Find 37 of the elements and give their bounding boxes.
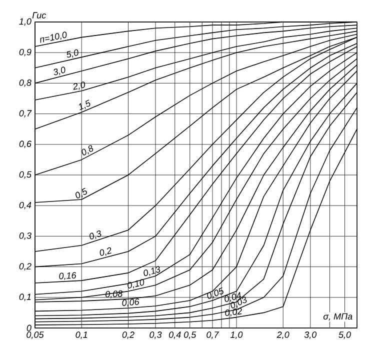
x-tick-label: 5,0 [338, 332, 351, 339]
y-tick-label: 0 [26, 324, 32, 332]
y-tick-label: 0,6 [19, 140, 32, 148]
x-tick-label: 0,5 [184, 332, 196, 339]
text: 0,13 [144, 266, 160, 276]
series-label: 0,16 [59, 272, 76, 280]
series-label: 0,06 [122, 298, 140, 307]
text: 2,0 [73, 82, 85, 90]
y-tick-label: 0,5 [19, 171, 32, 179]
y-tick-label: 1,0 [19, 18, 32, 26]
y-tick-label: 0,8 [19, 79, 32, 87]
x-tick-label: 1,0 [230, 332, 243, 339]
y-tick-label: 0,2 [19, 263, 32, 271]
text: 5,0 [66, 49, 78, 58]
y-tick-label: 0,9 [19, 48, 32, 56]
y-tick-label: 0,3 [19, 232, 32, 240]
x-tick-label: 0,1 [76, 332, 88, 339]
y-axis-title: Гис [32, 12, 46, 18]
x-tick-label: 0,05 [26, 332, 44, 339]
text: 0,2 [100, 247, 112, 256]
y-tick-label: 0,7 [19, 110, 32, 118]
text: 3,0 [54, 66, 66, 76]
y-tick-label: 0,1 [19, 294, 31, 302]
text: 1,5 [79, 100, 90, 110]
text: 0,5 [76, 188, 87, 198]
x-tick-label: 0,7 [206, 332, 220, 339]
x-tick-label: 0,4 [169, 332, 181, 339]
x-tick-label: 2,0 [276, 332, 290, 339]
x-tick-label: 0,3 [150, 332, 162, 339]
x-tick-label: 0,2 [122, 332, 134, 339]
x-tick-label: 3,0 [304, 332, 317, 339]
text: 0,3 [90, 230, 102, 240]
x-axis-title: σ, МПа [323, 313, 352, 321]
y-tick-label: 0,4 [19, 202, 32, 210]
text: 0,8 [82, 145, 94, 156]
text: 0,05 [207, 287, 224, 299]
text: п=10,0 [40, 32, 67, 43]
